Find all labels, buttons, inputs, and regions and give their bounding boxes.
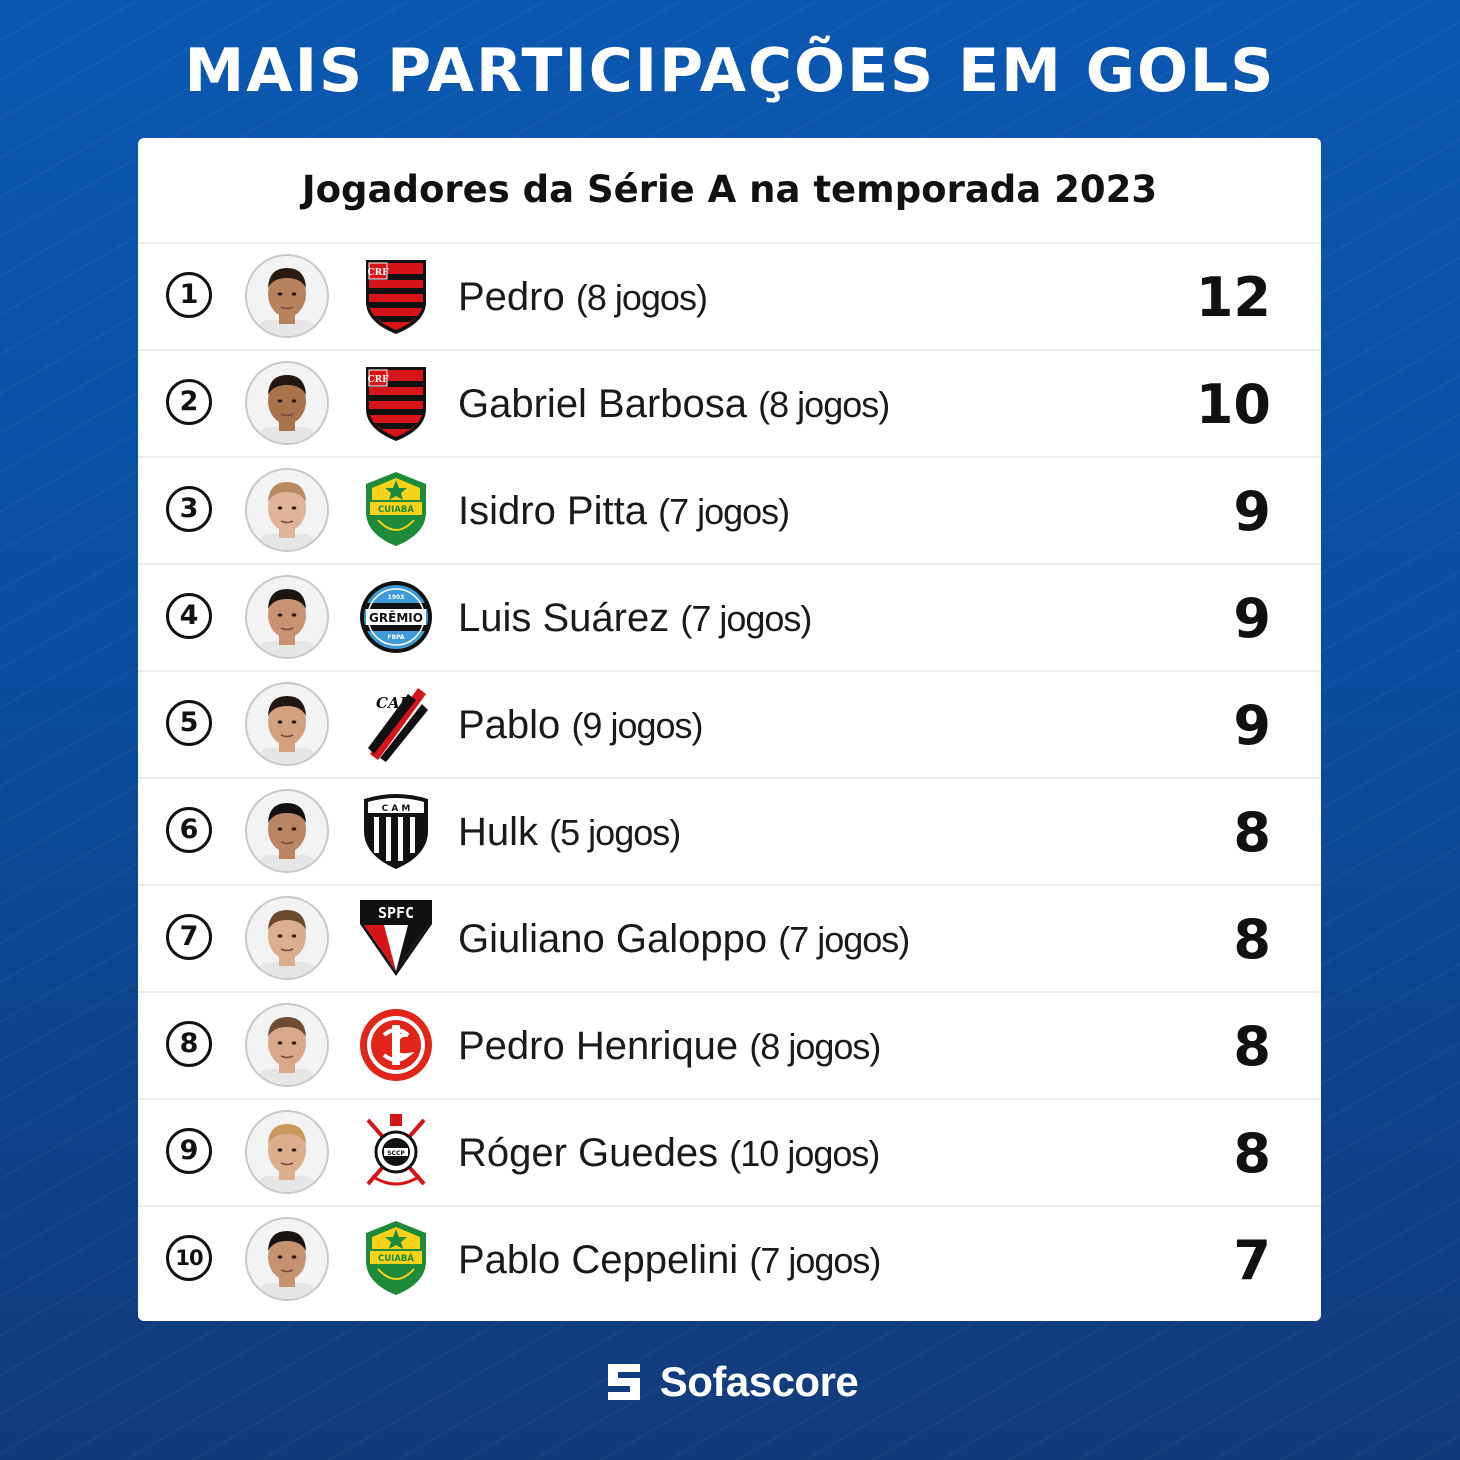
footer: Sofascore [0, 1352, 1460, 1412]
player-avatar [245, 254, 329, 338]
ranking-card: Jogadores da Série A na temporada 2023 1… [138, 138, 1321, 1321]
ranking-row: 6 C A M Hulk (5 jogos) 8 [138, 779, 1321, 886]
svg-text:CAP: CAP [376, 694, 412, 712]
player-name: Pablo Ceppelini [458, 1238, 739, 1282]
goal-participations-value: 9 [1233, 694, 1271, 757]
player-name: Pedro Henrique [458, 1024, 739, 1068]
flamengo-crest-icon: CRF [358, 256, 434, 336]
ranking-row: 8 Pedro Henrique (8 jogos) 8 [138, 993, 1321, 1100]
player-avatar [245, 1003, 329, 1087]
player-name: Hulk [458, 810, 539, 854]
ranking-row: 5 CAP Pablo (9 jogos) 9 [138, 672, 1321, 779]
goal-participations-value: 9 [1233, 587, 1271, 650]
svg-text:CUIABÁ: CUIABÁ [378, 503, 414, 515]
goal-participations-value: 8 [1233, 801, 1271, 864]
player-name: Isidro Pitta [458, 489, 647, 533]
svg-text:SCCP: SCCP [387, 1150, 405, 1157]
player-name-line: Luis Suárez (7 jogos) [458, 565, 812, 672]
goal-participations-value: 12 [1195, 266, 1271, 329]
athletico-crest-icon: CAP [358, 684, 434, 764]
goal-participations-value: 10 [1195, 373, 1271, 436]
player-name: Gabriel Barbosa [458, 382, 748, 426]
rank-badge: 1 [166, 272, 212, 318]
svg-text:CRF: CRF [367, 268, 389, 278]
player-name-line: Róger Guedes (10 jogos) [458, 1100, 880, 1207]
svg-text:C A M: C A M [382, 804, 411, 814]
svg-text:SPFC: SPFC [378, 904, 414, 922]
games-count: (5 jogos) [549, 812, 681, 853]
games-count: (8 jogos) [575, 277, 708, 318]
rank-badge: 4 [166, 593, 212, 639]
player-name-line: Pablo (9 jogos) [458, 672, 704, 779]
player-avatar [245, 1217, 329, 1301]
rank-badge: 5 [166, 700, 212, 746]
internacional-crest-icon [358, 1005, 434, 1085]
player-name-line: Pedro Henrique (8 jogos) [458, 993, 881, 1100]
svg-text:FBPA: FBPA [387, 634, 405, 641]
player-name-line: Pablo Ceppelini (7 jogos) [458, 1207, 881, 1314]
svg-text:CUIABÁ: CUIABÁ [378, 1252, 414, 1264]
goal-participations-value: 9 [1233, 480, 1271, 543]
svg-text:1903: 1903 [388, 594, 405, 601]
player-name: Pedro [458, 275, 565, 319]
ranking-row: 10 CUIABÁ Pablo Ceppelini (7 jogos) 7 [138, 1207, 1321, 1314]
player-name-line: Isidro Pitta (7 jogos) [458, 458, 790, 565]
gremio-crest-icon: GRÊMIO 1903 FBPA [358, 577, 434, 657]
rank-badge: 6 [166, 807, 212, 853]
ranking-row: 7 SPFC Giuliano Galoppo (7 jogos) 8 [138, 886, 1321, 993]
rank-badge: 7 [166, 914, 212, 960]
ranking-row: 4 GRÊMIO 1903 FBPA Luis Suárez (7 jogos)… [138, 565, 1321, 672]
player-avatar [245, 1110, 329, 1194]
ranking-row: 1 CRF Pedro (8 jogos) 12 [138, 244, 1321, 351]
games-count: (7 jogos) [778, 919, 910, 960]
goal-participations-value: 8 [1233, 1015, 1271, 1078]
player-name: Luis Suárez [458, 596, 670, 640]
player-avatar [245, 682, 329, 766]
rank-badge: 2 [166, 379, 212, 425]
games-count: (8 jogos) [758, 384, 890, 425]
corinthians-crest-icon: SCCP [358, 1112, 434, 1192]
rank-badge: 3 [166, 486, 212, 532]
player-name-line: Gabriel Barbosa (8 jogos) [458, 351, 890, 458]
ranking-list: 1 CRF Pedro (8 jogos) 12 2 [138, 244, 1321, 1314]
games-count: (7 jogos) [658, 491, 790, 532]
page-title: MAIS PARTICIPAÇÕES EM GOLS [184, 36, 1276, 106]
games-count: (8 jogos) [749, 1026, 881, 1067]
flamengo-crest-icon: CRF [358, 363, 434, 443]
cuiaba-crest-icon: CUIABÁ [358, 470, 434, 550]
player-name-line: Pedro (8 jogos) [458, 244, 708, 351]
ranking-row: 2 CRF Gabriel Barbosa (8 jogos) 10 [138, 351, 1321, 458]
card-subtitle: Jogadores da Série A na temporada 2023 [138, 138, 1321, 244]
player-name-line: Hulk (5 jogos) [458, 779, 681, 886]
ranking-row: 9 SCCP Róger Guedes (10 jogos) 8 [138, 1100, 1321, 1207]
player-name: Giuliano Galoppo [458, 917, 768, 961]
goal-participations-value: 8 [1233, 1122, 1271, 1185]
player-avatar [245, 468, 329, 552]
rank-badge: 8 [166, 1021, 212, 1067]
svg-text:GRÊMIO: GRÊMIO [369, 610, 423, 625]
player-avatar [245, 789, 329, 873]
player-avatar [245, 896, 329, 980]
player-name: Pablo [458, 703, 561, 747]
atletico-mineiro-crest-icon: C A M [358, 791, 434, 871]
brand-name: Sofascore [659, 1358, 859, 1405]
player-name: Róger Guedes [458, 1131, 719, 1175]
cuiaba-crest-icon: CUIABÁ [358, 1219, 434, 1299]
svg-text:CRF: CRF [367, 375, 389, 385]
sao-paulo-crest-icon: SPFC [358, 898, 434, 978]
rank-badge: 10 [166, 1235, 212, 1281]
ranking-row: 3 CUIABÁ Isidro Pitta (7 jogos) 9 [138, 458, 1321, 565]
sofascore-logo-icon [607, 1364, 640, 1400]
games-count: (10 jogos) [729, 1133, 880, 1174]
goal-participations-value: 7 [1233, 1229, 1271, 1292]
games-count: (7 jogos) [749, 1240, 881, 1281]
goal-participations-value: 8 [1233, 908, 1271, 971]
player-avatar [245, 575, 329, 659]
games-count: (9 jogos) [571, 705, 703, 746]
games-count: (7 jogos) [680, 598, 812, 639]
player-avatar [245, 361, 329, 445]
player-name-line: Giuliano Galoppo (7 jogos) [458, 886, 910, 993]
rank-badge: 9 [166, 1128, 212, 1174]
